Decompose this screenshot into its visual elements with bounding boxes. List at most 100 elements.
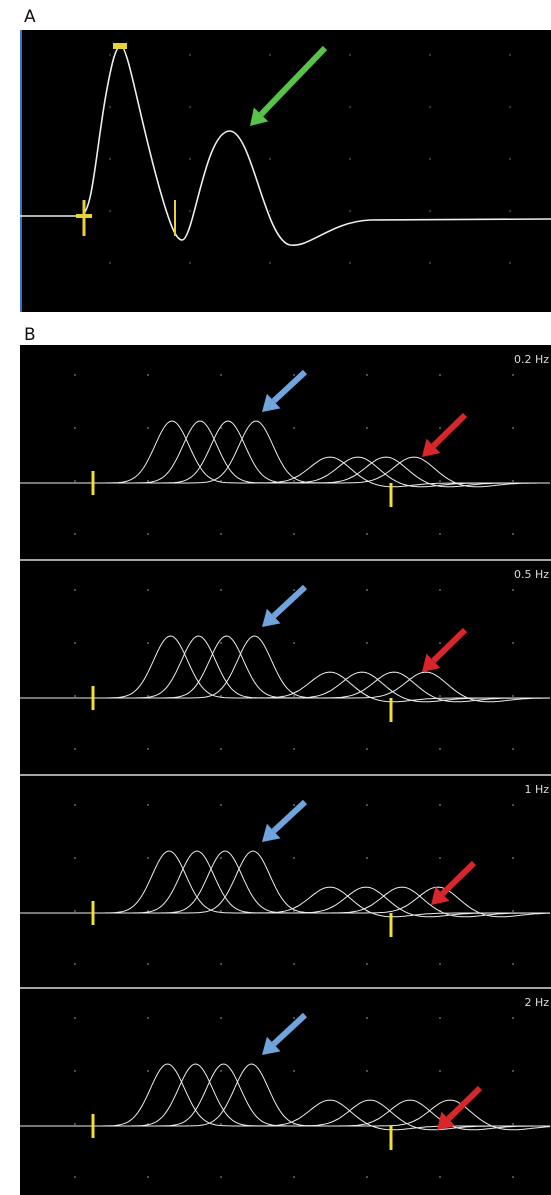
grid-dot bbox=[512, 1070, 514, 1072]
grid-dot bbox=[220, 1070, 222, 1072]
frequency-label: 0.2 Hz bbox=[514, 353, 549, 366]
grid-dot bbox=[74, 533, 76, 535]
grid-dot bbox=[366, 857, 368, 859]
grid-dot bbox=[220, 804, 222, 806]
grid-dot bbox=[512, 748, 514, 750]
grid-dot bbox=[439, 480, 441, 482]
grid-dot bbox=[293, 1017, 295, 1019]
grid-dot bbox=[109, 158, 111, 160]
grid-dot bbox=[74, 1070, 76, 1072]
grid-dot bbox=[512, 533, 514, 535]
grid-dot bbox=[439, 533, 441, 535]
grid-dot bbox=[147, 1070, 149, 1072]
grid-dot bbox=[189, 106, 191, 108]
grid-dot bbox=[220, 748, 222, 750]
grid-dot bbox=[147, 1017, 149, 1019]
grid-dot bbox=[74, 804, 76, 806]
grid-dot bbox=[366, 374, 368, 376]
grid-dot bbox=[189, 210, 191, 212]
grid-dot bbox=[74, 748, 76, 750]
grid-dot bbox=[220, 1123, 222, 1125]
frequency-label: 0.5 Hz bbox=[514, 568, 549, 581]
grid-dot bbox=[109, 262, 111, 264]
grid-dot bbox=[293, 748, 295, 750]
frequency-label: 1 Hz bbox=[524, 783, 549, 796]
grid-dot bbox=[366, 1176, 368, 1178]
grid-dot bbox=[366, 804, 368, 806]
panel-a-background bbox=[20, 30, 551, 312]
grid-dot bbox=[189, 158, 191, 160]
frequency-label: 2 Hz bbox=[524, 996, 549, 1009]
grid-dot bbox=[109, 54, 111, 56]
grid-dot bbox=[512, 910, 514, 912]
panel-label: A bbox=[24, 7, 36, 27]
grid-dot bbox=[147, 748, 149, 750]
grid-dot bbox=[293, 589, 295, 591]
grid-dot bbox=[74, 695, 76, 697]
grid-dot bbox=[429, 158, 431, 160]
grid-dot bbox=[74, 642, 76, 644]
grid-dot bbox=[509, 54, 511, 56]
grid-dot bbox=[509, 262, 511, 264]
grid-dot bbox=[220, 533, 222, 535]
panel-label: B bbox=[24, 325, 36, 345]
grid-dot bbox=[147, 427, 149, 429]
grid-dot bbox=[74, 1176, 76, 1178]
grid-dot bbox=[512, 804, 514, 806]
grid-dot bbox=[512, 427, 514, 429]
grid-dot bbox=[220, 374, 222, 376]
grid-dot bbox=[429, 262, 431, 264]
grid-dot bbox=[293, 695, 295, 697]
grid-dot bbox=[439, 374, 441, 376]
grid-dot bbox=[74, 427, 76, 429]
grid-dot bbox=[349, 54, 351, 56]
grid-dot bbox=[220, 1176, 222, 1178]
grid-dot bbox=[439, 642, 441, 644]
grid-dot bbox=[147, 963, 149, 965]
grid-dot bbox=[147, 857, 149, 859]
grid-dot bbox=[349, 158, 351, 160]
grid-dot bbox=[109, 210, 111, 212]
grid-dot bbox=[512, 1176, 514, 1178]
grid-dot bbox=[293, 857, 295, 859]
grid-dot bbox=[509, 158, 511, 160]
grid-dot bbox=[429, 210, 431, 212]
grid-dot bbox=[439, 963, 441, 965]
grid-dot bbox=[439, 857, 441, 859]
grid-dot bbox=[147, 642, 149, 644]
grid-dot bbox=[147, 1176, 149, 1178]
grid-dot bbox=[366, 589, 368, 591]
grid-dot bbox=[293, 642, 295, 644]
grid-dot bbox=[220, 642, 222, 644]
grid-dot bbox=[147, 374, 149, 376]
grid-dot bbox=[293, 427, 295, 429]
grid-dot bbox=[189, 262, 191, 264]
grid-dot bbox=[220, 1017, 222, 1019]
grid-dot bbox=[293, 480, 295, 482]
grid-dot bbox=[512, 963, 514, 965]
grid-dot bbox=[74, 589, 76, 591]
grid-dot bbox=[366, 642, 368, 644]
grid-dot bbox=[147, 589, 149, 591]
grid-dot bbox=[74, 857, 76, 859]
grid-dot bbox=[220, 857, 222, 859]
grid-dot bbox=[269, 210, 271, 212]
grid-dot bbox=[147, 804, 149, 806]
grid-dot bbox=[269, 262, 271, 264]
grid-dot bbox=[293, 963, 295, 965]
figure: A B 0.2 Hz 0.5 Hz 1 Hz 2 Hz bbox=[0, 0, 551, 1195]
grid-dot bbox=[439, 1176, 441, 1178]
grid-dot bbox=[269, 54, 271, 56]
grid-dot bbox=[293, 1070, 295, 1072]
grid-dot bbox=[512, 857, 514, 859]
grid-dot bbox=[74, 1123, 76, 1125]
grid-dot bbox=[293, 804, 295, 806]
panel-b-background bbox=[20, 345, 551, 1195]
grid-dot bbox=[509, 106, 511, 108]
grid-dot bbox=[439, 1070, 441, 1072]
grid-dot bbox=[512, 1123, 514, 1125]
grid-dot bbox=[366, 748, 368, 750]
grid-dot bbox=[349, 106, 351, 108]
grid-dot bbox=[349, 210, 351, 212]
grid-dot bbox=[512, 480, 514, 482]
